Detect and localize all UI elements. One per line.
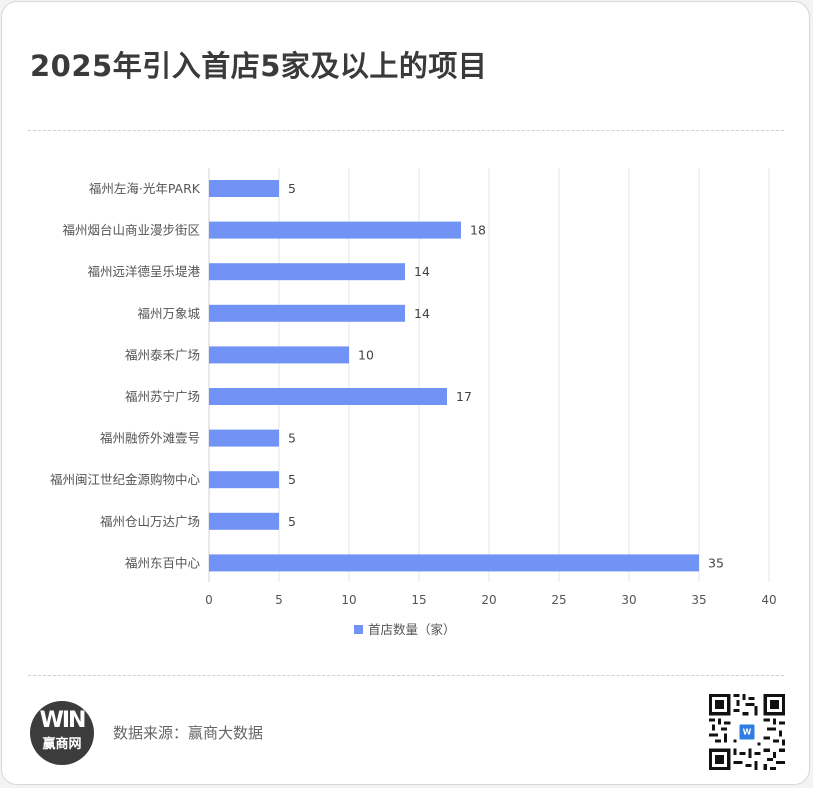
- x-tick-label: 10: [341, 593, 356, 607]
- bar: [209, 263, 405, 281]
- brand-logo: WIN 赢商网: [30, 701, 94, 765]
- bar: [209, 180, 279, 197]
- y-category-label: 福州苏宁广场: [125, 389, 200, 404]
- y-category-label: 福州东百中心: [125, 555, 201, 570]
- legend-swatch: [354, 625, 363, 634]
- bar: [209, 512, 279, 530]
- bar-data-label: 10: [358, 347, 374, 362]
- y-category-label: 福州仓山万达广场: [100, 514, 200, 529]
- bar: [209, 554, 699, 572]
- bar: [209, 429, 279, 447]
- qr-code-icon: W: [709, 694, 785, 770]
- bar: [209, 471, 279, 489]
- bar-data-label: 14: [414, 264, 430, 279]
- bar-data-label: 18: [470, 223, 486, 238]
- chart-legend: 首店数量（家）: [354, 622, 456, 637]
- bar: [209, 346, 349, 364]
- x-tick-label: 35: [691, 593, 706, 607]
- bar-data-label: 17: [456, 389, 472, 404]
- x-tick-label: 20: [481, 593, 496, 607]
- bar: [209, 304, 405, 322]
- data-source: 数据来源：赢商大数据: [113, 724, 264, 742]
- page-title: 2025年引入首店5家及以上的项目: [30, 49, 488, 83]
- x-tick-label: 5: [275, 593, 283, 607]
- brand-logo-mark: WIN: [39, 708, 87, 733]
- y-category-label: 福州闽江世纪金源购物中心: [50, 472, 201, 487]
- legend-label: 首店数量（家）: [368, 622, 456, 637]
- y-category-label: 福州万象城: [137, 306, 200, 321]
- y-category-label: 福州泰禾广场: [125, 347, 200, 362]
- bar-data-label: 35: [708, 555, 724, 570]
- x-tick-label: 40: [761, 593, 776, 607]
- y-category-label: 福州远洋德呈乐堤港: [87, 264, 200, 279]
- title-divider: [28, 130, 784, 131]
- y-category-label: 福州烟台山商业漫步街区: [62, 223, 200, 238]
- bar-data-label: 5: [288, 514, 296, 529]
- x-tick-label: 15: [411, 593, 426, 607]
- bar-data-label: 5: [288, 472, 296, 487]
- y-category-label: 福州融侨外滩壹号: [100, 431, 200, 446]
- brand-logo-text: 赢商网: [42, 737, 82, 752]
- svg-text:W: W: [743, 728, 752, 737]
- y-category-label: 福州左海·光年PARK: [89, 181, 201, 196]
- x-tick-label: 25: [551, 593, 566, 607]
- bar: [209, 221, 461, 239]
- bar-data-label: 14: [414, 306, 430, 321]
- x-tick-label: 0: [205, 593, 213, 607]
- bar-chart: 0 5 10 15 20 25 30 35 40 福州左海·光年PARK 5 福州烟台山商业漫步街区 1…: [50, 168, 777, 637]
- bar-data-label: 5: [288, 431, 296, 446]
- bar-data-label: 5: [288, 181, 296, 196]
- bar: [209, 388, 447, 405]
- footer-divider: [28, 675, 784, 676]
- x-tick-label: 30: [621, 593, 636, 607]
